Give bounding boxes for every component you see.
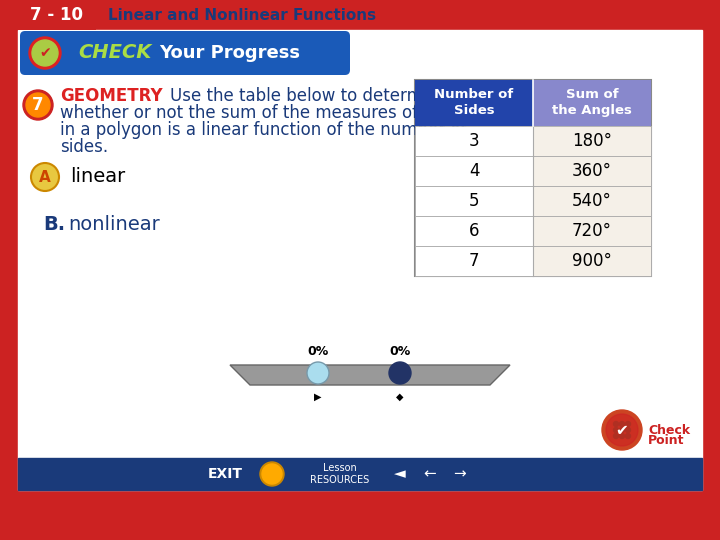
Bar	[415, 246, 533, 276]
Text: sides.: sides.	[60, 138, 108, 156]
Circle shape	[606, 414, 638, 446]
Circle shape	[626, 434, 631, 438]
Circle shape	[619, 428, 624, 433]
Text: ▶: ▶	[314, 392, 322, 402]
Bar	[533, 80, 651, 126]
Bar	[533, 156, 651, 186]
Bar	[415, 186, 533, 216]
Text: 180°: 180°	[572, 132, 612, 150]
Polygon shape	[230, 365, 510, 385]
Text: 5: 5	[469, 192, 480, 210]
Text: Linear and Nonlinear Functions: Linear and Nonlinear Functions	[108, 8, 376, 23]
Text: 540°: 540°	[572, 192, 612, 210]
Circle shape	[613, 434, 618, 438]
Text: nonlinear: nonlinear	[68, 215, 160, 234]
Bar	[533, 186, 651, 216]
Text: 4: 4	[469, 162, 480, 180]
Text: 7: 7	[32, 96, 44, 114]
Text: 0%: 0%	[390, 345, 410, 358]
Bar	[0, 490, 720, 540]
Bar	[0, 0, 18, 540]
Text: 7: 7	[469, 252, 480, 270]
Text: 720°: 720°	[572, 222, 612, 240]
Text: 0%: 0%	[307, 345, 328, 358]
Circle shape	[32, 40, 58, 66]
Circle shape	[307, 362, 329, 384]
Circle shape	[389, 362, 411, 384]
Bar	[702, 0, 720, 540]
Text: ✔: ✔	[616, 422, 629, 437]
Bar	[533, 216, 651, 246]
Circle shape	[626, 428, 631, 433]
FancyBboxPatch shape	[20, 31, 350, 75]
Text: A: A	[39, 170, 51, 185]
Circle shape	[619, 434, 624, 438]
Text: Use the table below to determine: Use the table below to determine	[170, 87, 449, 105]
Circle shape	[31, 163, 59, 191]
Circle shape	[602, 410, 642, 450]
Bar	[0, 0, 720, 30]
Text: GEOMETRY: GEOMETRY	[60, 87, 163, 105]
Text: 360°: 360°	[572, 162, 612, 180]
FancyBboxPatch shape	[18, 0, 96, 30]
Bar	[533, 246, 651, 276]
Text: 3: 3	[469, 132, 480, 150]
Text: CHECK: CHECK	[78, 44, 152, 63]
Circle shape	[23, 90, 53, 120]
Text: linear: linear	[70, 167, 125, 186]
Bar	[415, 80, 651, 276]
Text: Point: Point	[648, 434, 685, 447]
Bar	[415, 80, 533, 126]
Bar	[533, 126, 651, 156]
Text: EXIT: EXIT	[207, 467, 243, 481]
Circle shape	[613, 428, 618, 433]
Bar	[415, 156, 533, 186]
Text: 7 - 10: 7 - 10	[30, 6, 84, 24]
Circle shape	[613, 422, 618, 427]
Circle shape	[29, 37, 61, 69]
Circle shape	[606, 414, 638, 446]
Bar	[415, 216, 533, 246]
Circle shape	[619, 422, 624, 427]
Text: 900°: 900°	[572, 252, 612, 270]
Text: whether or not the sum of the measures of the angles: whether or not the sum of the measures o…	[60, 104, 510, 122]
Text: in a polygon is a linear function of the number of: in a polygon is a linear function of the…	[60, 121, 467, 139]
Text: ✔: ✔	[39, 46, 51, 60]
Text: Number of
Sides: Number of Sides	[434, 88, 513, 117]
Circle shape	[260, 462, 284, 486]
Bar	[18, 458, 702, 490]
Bar	[18, 30, 702, 490]
Text: Check: Check	[648, 423, 690, 436]
Circle shape	[262, 464, 282, 484]
Circle shape	[626, 422, 631, 427]
Text: Sum of
the Angles: Sum of the Angles	[552, 88, 632, 117]
Text: Your Progress: Your Progress	[160, 44, 300, 62]
Bar	[415, 126, 533, 156]
Text: 6: 6	[469, 222, 480, 240]
Text: B.: B.	[43, 215, 65, 234]
Text: ◄: ◄	[394, 467, 406, 482]
Text: Lesson
RESOURCES: Lesson RESOURCES	[310, 463, 369, 485]
Text: →: →	[454, 467, 467, 482]
Text: ←: ←	[423, 467, 436, 482]
Circle shape	[26, 93, 50, 117]
Text: ◆: ◆	[396, 392, 404, 402]
